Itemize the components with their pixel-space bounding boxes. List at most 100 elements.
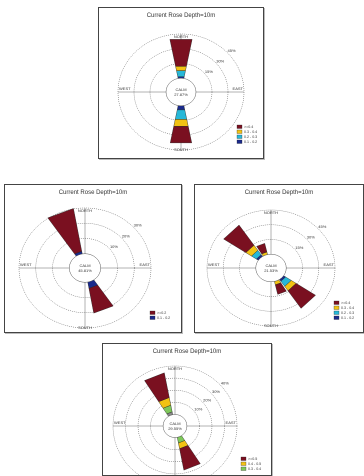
rose-segment	[47, 208, 82, 255]
rose-segment	[256, 243, 268, 255]
legend-label: 0.3 - 0.4	[244, 130, 257, 134]
grid-ring	[239, 239, 303, 297]
legend-swatch	[240, 461, 247, 466]
legend-swatch	[236, 124, 243, 129]
grid-ring	[112, 365, 238, 475]
direction-west: WEST	[20, 262, 32, 267]
rose-segment	[275, 282, 287, 295]
legend-label: 0.3 - 0.4	[248, 467, 261, 471]
direction-east: EAST	[226, 420, 237, 425]
direction-west: WEST	[114, 420, 126, 425]
ring-label: 20%	[203, 398, 211, 403]
calm-label: CALM	[175, 87, 186, 92]
ring-label: 45%	[228, 48, 236, 53]
legend-label: >=0.4	[341, 301, 350, 305]
legend-label: >=0.5	[248, 457, 257, 461]
legend-swatch	[236, 129, 243, 134]
direction-east: EAST	[140, 262, 151, 267]
calm-circle	[255, 253, 287, 283]
rose-panel-bottom: Current Rose Depth=10m CALM 29.55% 10% 20% 30…	[102, 343, 272, 476]
legend-swatch	[240, 466, 247, 471]
calm-label: CALM	[169, 421, 180, 426]
direction-north: NORTH	[264, 210, 278, 215]
legend-swatch	[240, 456, 247, 461]
ring-label: 30%	[212, 389, 220, 394]
calm-label: CALM	[79, 263, 90, 268]
ring-label: 15%	[295, 245, 303, 250]
chart-title: Current Rose Depth=10m	[59, 190, 128, 196]
legend-label: 0.3 - 0.4	[341, 306, 354, 310]
ring-label: 10%	[110, 244, 118, 249]
rose-segment	[88, 284, 114, 314]
direction-south: SOUTH	[174, 147, 188, 152]
calm-circle	[69, 253, 101, 283]
calm-value: 45.81%	[78, 268, 92, 273]
grid-ring	[223, 224, 319, 312]
calm-value: 21.53%	[264, 268, 278, 273]
grid-ring	[35, 222, 135, 314]
direction-south: SOUTH	[264, 323, 278, 328]
grid-ring	[52, 238, 118, 298]
ring-label: 40%	[221, 381, 229, 386]
ring-label: 10%	[194, 406, 202, 411]
legend-label: >=0.2	[157, 311, 166, 315]
legend-swatch	[333, 315, 340, 320]
legend-swatch	[236, 134, 243, 139]
legend-swatch	[333, 305, 340, 310]
legend-label: 0.2 - 0.3	[244, 135, 257, 139]
rose-segment	[176, 105, 186, 111]
grid-ring	[150, 402, 200, 450]
calm-label: CALM	[265, 263, 276, 268]
grid-ring	[137, 389, 213, 463]
rose-segment	[144, 372, 170, 402]
chart-title: Current Rose Depth=10m	[147, 13, 216, 19]
ring-label: 30%	[134, 223, 142, 228]
rose-segment	[170, 126, 192, 144]
calm-value: 27.87%	[174, 92, 188, 97]
ring-label: 30%	[216, 58, 224, 63]
legend-label: 0.1 - 0.2	[157, 316, 170, 320]
legend-swatch	[149, 315, 156, 320]
legend-label: 0.2 - 0.3	[341, 311, 354, 315]
ring-label: 20%	[122, 233, 130, 238]
rose-segment	[175, 66, 187, 71]
rose-segment	[169, 39, 193, 67]
direction-north: NORTH	[78, 208, 92, 213]
rose-segment	[179, 445, 201, 471]
grid-ring	[18, 207, 152, 329]
legend-label: 0.1 - 0.2	[244, 140, 257, 144]
direction-south: SOUTH	[78, 325, 92, 330]
calm-value: 29.55%	[168, 426, 182, 431]
rose-segment	[223, 224, 255, 253]
legend-label: 0.1 - 0.2	[341, 316, 354, 320]
legend-label: >=0.4	[244, 125, 253, 129]
rose-segment	[176, 70, 186, 77]
rose-segment	[174, 109, 188, 120]
direction-north: NORTH	[174, 34, 188, 39]
ring-label: 15%	[205, 69, 213, 74]
legend-swatch	[149, 310, 156, 315]
rose-segment	[173, 119, 189, 127]
legend-swatch	[333, 310, 340, 315]
chart-title: Current Rose Depth=10m	[153, 349, 222, 355]
ring-label: 45%	[318, 224, 326, 229]
chart-title: Current Rose Depth=10m	[245, 190, 314, 196]
grid-ring	[206, 209, 336, 327]
rose-panel-mid-left: Current Rose Depth=10m CALM 45.81% 10% 20% 30…	[4, 184, 182, 333]
direction-north: NORTH	[168, 366, 182, 371]
legend-swatch	[333, 300, 340, 305]
calm-circle	[162, 414, 188, 438]
rose-panel-mid-right: Current Rose Depth=10m CALM 21.53% 15% 30% 45…	[194, 184, 364, 333]
ring-label: 30%	[307, 234, 315, 239]
calm-circle	[165, 77, 197, 107]
legend-label: 0.4 - 0.5	[248, 462, 261, 466]
legend-swatch	[236, 139, 243, 144]
rose-panel-top: Current Rose Depth=10m CALM 27.87% 15% 30% 45…	[98, 7, 264, 159]
grid-ring	[117, 33, 245, 151]
direction-west: WEST	[208, 262, 220, 267]
direction-west: WEST	[119, 86, 131, 91]
